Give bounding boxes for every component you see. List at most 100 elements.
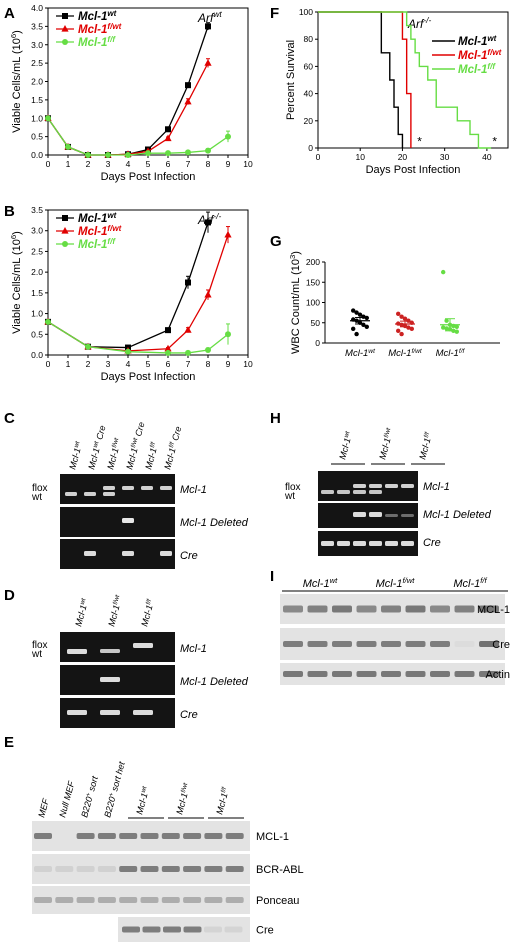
- band-wt: [100, 649, 120, 653]
- y-tick-label: 0.0: [31, 150, 43, 160]
- scatter-point: [399, 331, 404, 337]
- legend-marker: [62, 39, 68, 45]
- x-tick-label: 7: [186, 359, 191, 369]
- legend-label: Mcl-1f/f: [458, 62, 496, 77]
- scatter-point: [396, 311, 401, 317]
- data-point: [185, 82, 191, 89]
- x-tick-label: 30: [440, 152, 450, 162]
- band-wt: [103, 492, 115, 496]
- flox-label: flox: [32, 640, 48, 651]
- data-point: [205, 147, 211, 154]
- x-tick-label: 0: [46, 359, 51, 369]
- series-f/f: Mcl-1f/f: [45, 237, 231, 356]
- y-tick-label: 100: [306, 298, 320, 308]
- y-axis-title: Viable Cells/mL (106): [9, 231, 24, 334]
- western-band: [122, 926, 140, 933]
- data-point: [225, 133, 231, 140]
- band-wt: [337, 490, 350, 494]
- scatter-point: [441, 325, 446, 330]
- lane-label: Mcl-1f/f: [139, 597, 157, 627]
- western-band: [479, 671, 499, 677]
- data-point: [185, 279, 191, 286]
- data-point: [184, 326, 192, 333]
- data-point: [164, 344, 172, 352]
- x-axis-title: Days Post Infection: [366, 164, 461, 176]
- western-band: [225, 866, 244, 872]
- western-band: [76, 897, 95, 903]
- western-band: [161, 833, 180, 839]
- x-tick-label: 10: [243, 159, 253, 169]
- lane-label: MEF: [36, 797, 51, 818]
- band-wt: [353, 490, 366, 494]
- legend-marker: [62, 241, 68, 247]
- western-band: [307, 641, 328, 647]
- band-wt: [84, 492, 96, 496]
- gel-c-cre: [60, 539, 175, 569]
- western-band: [454, 641, 475, 647]
- x-tick-label: 1: [66, 359, 71, 369]
- band-wt: [321, 490, 334, 494]
- legend-label: Mcl-1wt: [458, 34, 497, 49]
- scatter-point: [396, 328, 401, 334]
- row-label: MCL-1: [256, 831, 289, 843]
- x-tick-label: 1: [66, 159, 71, 169]
- band-cre: [160, 551, 172, 556]
- scatter-point: [354, 310, 359, 315]
- series-f/f: Mcl-1f/f: [45, 35, 231, 158]
- scatter-point: [444, 318, 449, 323]
- scatter-group-f/f: [440, 269, 460, 334]
- band-flox: [353, 484, 366, 488]
- panel-label-a: A: [4, 5, 15, 22]
- data-point: [125, 152, 131, 158]
- data-point: [205, 219, 211, 226]
- western-band: [283, 671, 303, 677]
- western-band: [140, 897, 159, 903]
- band-deleted: [122, 518, 134, 523]
- data-point: [85, 343, 91, 350]
- band-deleted: [369, 512, 382, 517]
- x-axis-title: Days Post Infection: [101, 371, 196, 383]
- y-tick-label: 200: [306, 257, 320, 267]
- gel-c-deleted: [60, 507, 175, 537]
- legend-marker: [61, 25, 69, 32]
- western-band: [307, 671, 328, 677]
- western-band: [283, 605, 303, 613]
- panel-label-f: F: [270, 5, 279, 22]
- y-tick-label: 50: [311, 318, 321, 328]
- band-wt: [65, 492, 77, 496]
- wt-label: wt: [31, 649, 42, 660]
- group-label: Mcl-1wt: [303, 576, 338, 591]
- western-band: [140, 833, 159, 839]
- western-band: [76, 833, 95, 839]
- legend-label: Mcl-1f/wt: [78, 22, 122, 37]
- data-point: [185, 149, 191, 156]
- x-tick-label: 8: [206, 159, 211, 169]
- y-tick-label: 2.0: [31, 267, 43, 277]
- band-flox: [103, 486, 115, 490]
- row-label: Cre: [180, 709, 198, 721]
- data-point: [105, 152, 111, 158]
- lane-label: Mcl-1wt: [67, 440, 85, 470]
- row-label: MCL-1: [477, 604, 510, 616]
- western-band: [225, 897, 244, 903]
- survival-line: [318, 11, 404, 148]
- data-point: [165, 349, 171, 356]
- western-band: [34, 866, 52, 872]
- y-tick-label: 3.0: [31, 40, 43, 50]
- western-band: [119, 833, 138, 839]
- western-band: [183, 866, 202, 872]
- x-tick-label: 0: [316, 152, 321, 162]
- gel-d-mcl1: [60, 632, 175, 662]
- western-band: [55, 866, 74, 872]
- western-band: [332, 671, 352, 677]
- band-deleted: [353, 512, 366, 517]
- x-tick-label: 2: [86, 159, 91, 169]
- band-flox: [401, 484, 414, 488]
- y-tick-label: 4.0: [31, 3, 43, 13]
- lane-label: Mcl-1f/f Cre: [162, 425, 184, 470]
- scatter-point: [454, 329, 459, 334]
- series-line: [47, 117, 229, 156]
- western-band: [356, 671, 377, 677]
